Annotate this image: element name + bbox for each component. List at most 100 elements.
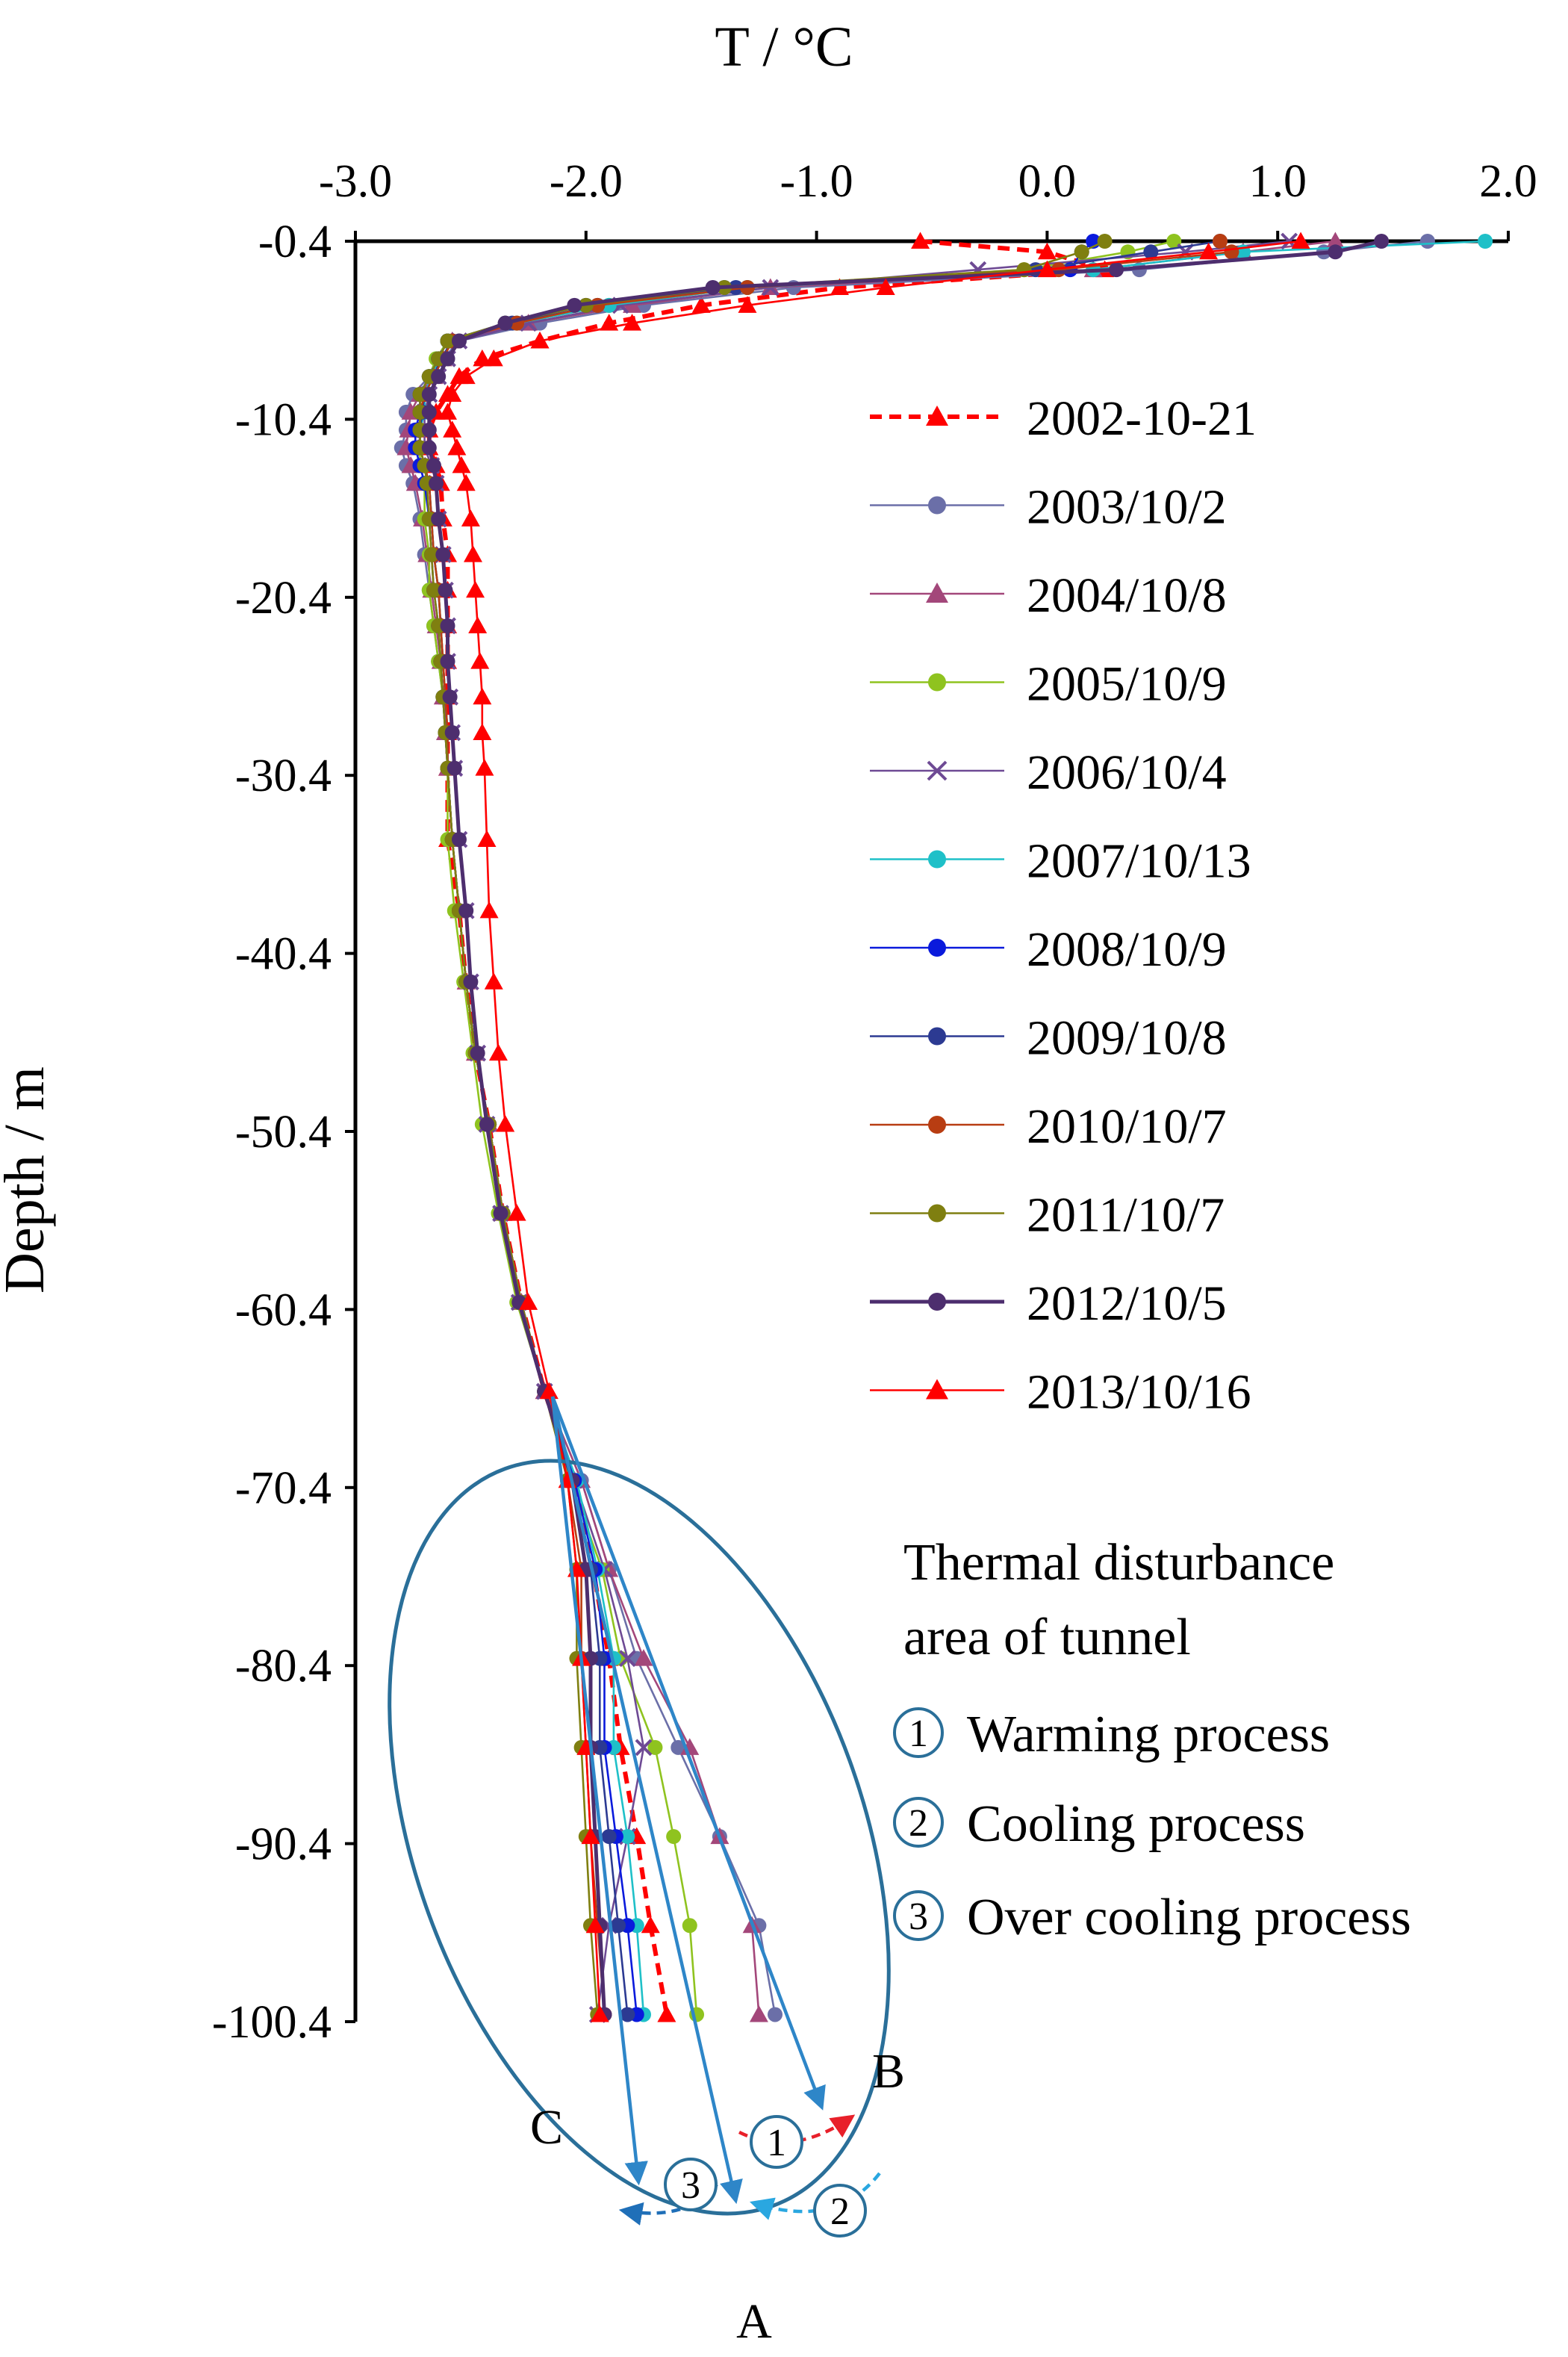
legend-label: 2011/10/7 xyxy=(1027,1188,1225,1243)
legend-item: 2012/10/5 xyxy=(870,1276,1227,1331)
data-point xyxy=(1097,234,1113,249)
data-point xyxy=(479,901,499,919)
data-point xyxy=(429,476,444,491)
x-tick-label: -1.0 xyxy=(780,156,853,207)
data-point xyxy=(1478,234,1493,249)
region-title-line2: area of tunnel xyxy=(903,1609,1191,1666)
data-point xyxy=(440,333,455,349)
data-point xyxy=(749,2004,768,2022)
data-point xyxy=(479,1117,495,1132)
legend-marker xyxy=(928,1116,946,1134)
legend-item: 2010/10/7 xyxy=(870,1099,1227,1154)
data-point xyxy=(443,420,462,438)
data-point xyxy=(1199,242,1219,260)
series-line xyxy=(447,240,1301,2015)
label-a: A xyxy=(736,2294,772,2349)
circled-number-3: 3 xyxy=(681,2164,700,2207)
data-point xyxy=(488,1043,508,1061)
data-point xyxy=(1291,232,1310,249)
data-point xyxy=(440,653,455,669)
arrow-to-a xyxy=(550,1396,743,2205)
data-point xyxy=(601,1829,617,1845)
legend-label: 2008/10/9 xyxy=(1027,922,1227,977)
data-point xyxy=(451,832,467,848)
data-point xyxy=(671,1739,686,1755)
legend-marker xyxy=(928,1293,946,1311)
legend-label: 2005/10/9 xyxy=(1027,657,1227,712)
data-point xyxy=(768,2007,783,2022)
legend-label: 2012/10/5 xyxy=(1027,1276,1227,1331)
legend-item: 2004/10/8 xyxy=(870,568,1227,623)
legend-marker xyxy=(926,583,948,603)
legend-marker xyxy=(928,939,946,957)
legend-label: 2010/10/7 xyxy=(1027,1099,1227,1154)
legend-item: 2006/10/4 xyxy=(870,745,1227,800)
y-axis-title: Depth / m xyxy=(0,1066,56,1294)
legend: 2002-10-21 2003/10/2 2004/10/8 2005/10/9 200… xyxy=(870,391,1257,1420)
data-point xyxy=(431,511,447,527)
data-point xyxy=(440,618,455,633)
process-num-3: 3 xyxy=(909,1895,928,1938)
data-point xyxy=(530,332,550,349)
y-tick-label: -0.4 xyxy=(258,217,332,267)
data-point xyxy=(426,583,441,598)
data-point xyxy=(738,296,757,313)
data-point xyxy=(435,547,451,562)
legend-marker xyxy=(927,760,948,781)
data-point xyxy=(447,438,467,456)
data-point xyxy=(444,724,460,740)
data-point xyxy=(1325,232,1345,249)
series-layer xyxy=(393,232,1493,2023)
y-tick-label: -90.4 xyxy=(235,1819,332,1870)
data-point xyxy=(1074,244,1089,260)
x-tick-label: -3.0 xyxy=(319,156,392,207)
data-point xyxy=(451,333,467,349)
data-point xyxy=(426,458,441,473)
data-point xyxy=(421,404,437,420)
arrow-to-c xyxy=(550,1396,648,2186)
label-b: B xyxy=(872,2044,905,2099)
legend-item: 2013/10/16 xyxy=(870,1365,1251,1420)
data-point xyxy=(1224,244,1239,260)
legend-label: 2013/10/16 xyxy=(1027,1365,1251,1420)
data-point xyxy=(1037,260,1057,278)
legend-item: 2008/10/9 xyxy=(870,922,1227,977)
data-point xyxy=(1109,262,1124,278)
data-point xyxy=(447,760,462,776)
arrow-to-b xyxy=(550,1396,826,2111)
series-2007/10/13 xyxy=(412,234,1493,2022)
data-point xyxy=(470,652,490,669)
data-point xyxy=(519,1293,538,1310)
data-point xyxy=(470,1046,485,1061)
data-point xyxy=(442,689,458,705)
data-point xyxy=(423,547,439,562)
data-point xyxy=(456,367,476,385)
data-point xyxy=(641,1916,660,1934)
process-label-warming: Warming process xyxy=(967,1706,1330,1763)
data-point xyxy=(477,830,497,848)
data-point xyxy=(539,1382,559,1400)
y-tick-label: -70.4 xyxy=(235,1463,332,1514)
data-point xyxy=(830,278,849,295)
y-tick-label: -30.4 xyxy=(235,751,332,801)
data-point xyxy=(475,759,494,776)
data-point xyxy=(463,974,479,990)
legend-item: 2003/10/2 xyxy=(870,480,1227,535)
data-point xyxy=(657,2004,676,2022)
data-point xyxy=(585,1916,605,1934)
y-tick-label: -50.4 xyxy=(235,1107,332,1158)
data-point xyxy=(466,580,485,598)
legend-label: 2003/10/2 xyxy=(1027,480,1227,535)
legend-marker xyxy=(928,673,946,692)
data-point xyxy=(618,1650,636,1668)
data-point xyxy=(421,422,437,438)
process-label-over-cooling: Over cooling process xyxy=(967,1889,1411,1946)
legend-label: 2004/10/8 xyxy=(1027,568,1227,623)
x-tick-label: 1.0 xyxy=(1248,156,1307,207)
y-tick-label: -20.4 xyxy=(235,573,332,624)
data-point xyxy=(567,297,582,313)
over-cooling-arrow xyxy=(618,2183,718,2226)
data-point xyxy=(876,278,895,295)
process-num-1: 1 xyxy=(909,1712,928,1755)
